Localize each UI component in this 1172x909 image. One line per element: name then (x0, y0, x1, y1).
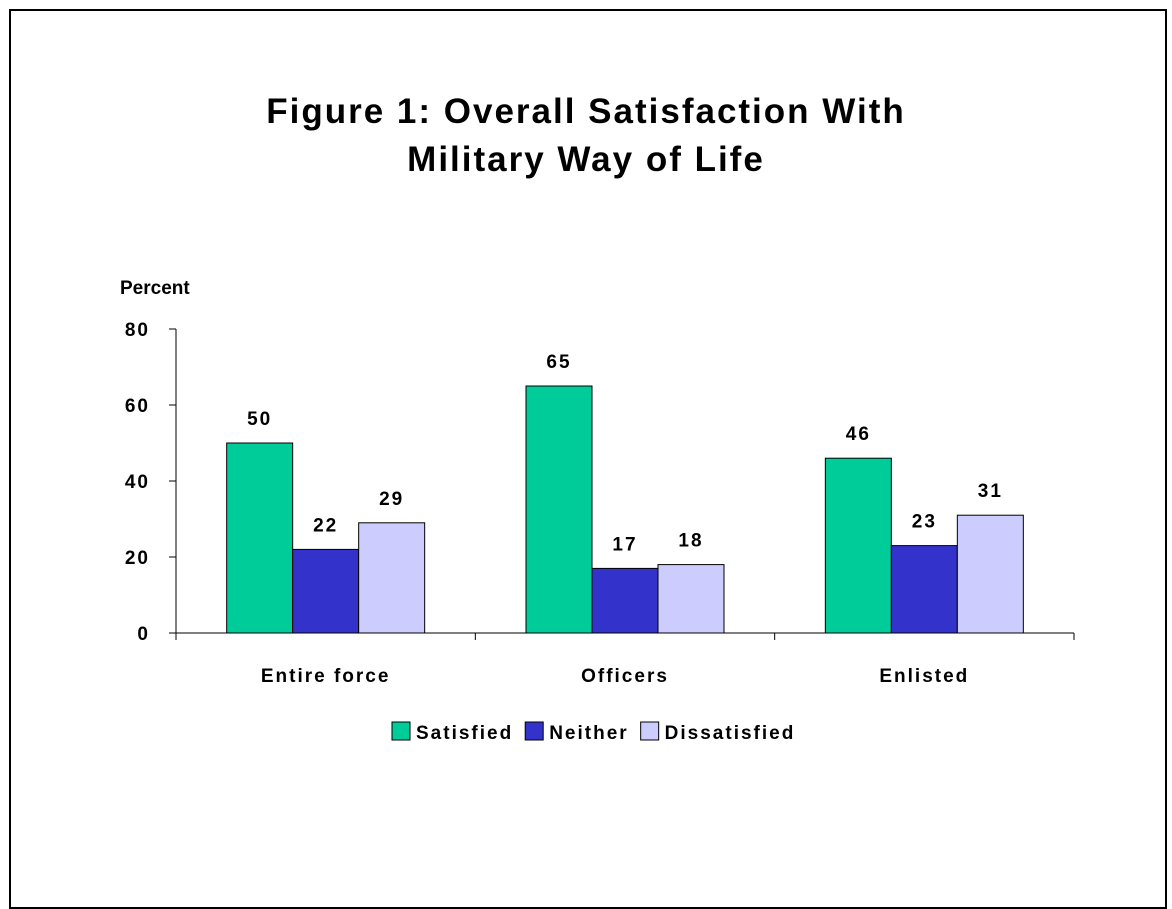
y-tick-label: 60 (125, 396, 150, 417)
data-label: 46 (846, 424, 871, 445)
x-category-label: Entire force (261, 666, 391, 687)
y-axis-label: Percent (120, 278, 190, 299)
y-tick-label: 20 (125, 548, 150, 569)
data-label: 31 (978, 481, 1003, 502)
legend-label-dissatisfied: Dissatisfied (665, 723, 796, 744)
data-label: 29 (379, 489, 404, 510)
legend-swatch-dissatisfied (640, 721, 660, 741)
data-label: 17 (612, 534, 637, 555)
bar-neither-officers (591, 567, 659, 634)
bar-neither-enlisted (890, 545, 958, 634)
legend-label-satisfied: Satisfied (416, 723, 513, 744)
y-tick-label: 40 (125, 472, 150, 493)
bar-dissatisfied-enlisted (956, 514, 1024, 634)
bars-layer (226, 385, 1024, 634)
data-label: 22 (313, 515, 338, 536)
bar-satisfied-officers (525, 385, 593, 634)
bar-chart: Percent 0 20 40 60 80 Entire force Officers Enl… (120, 278, 1075, 744)
chart-title: Figure 1: Overall Satisfaction With Mili… (0, 88, 1172, 184)
legend-swatch-neither (524, 721, 544, 741)
legend: Satisfied Neither Dissatisfied (391, 721, 796, 744)
bar-dissatisfied-officers (657, 564, 725, 634)
data-label: 65 (546, 352, 571, 373)
bar-satisfied-enlisted (824, 457, 892, 634)
x-category-label: Officers (581, 666, 669, 687)
chart-title-line-1: Figure 1: Overall Satisfaction With (266, 92, 906, 131)
bar-neither-entire-force (292, 548, 360, 634)
bar-satisfied-entire-force (226, 442, 294, 634)
chart-title-line-2: Military Way of Life (407, 140, 765, 179)
data-label: 18 (678, 531, 703, 552)
data-label: 23 (912, 512, 937, 533)
legend-swatch-satisfied (391, 721, 411, 741)
legend-label-neither: Neither (549, 723, 628, 744)
y-tick-label: 80 (125, 320, 150, 341)
bar-dissatisfied-entire-force (358, 522, 426, 634)
y-tick-label: 0 (137, 624, 150, 645)
data-label: 50 (247, 409, 272, 430)
axes: 0 20 40 60 80 Entire force Officers Enlisted (125, 320, 1075, 687)
data-labels-layer: 50 22 29 65 17 18 46 23 31 (247, 352, 1003, 555)
x-category-label: Enlisted (879, 666, 969, 687)
